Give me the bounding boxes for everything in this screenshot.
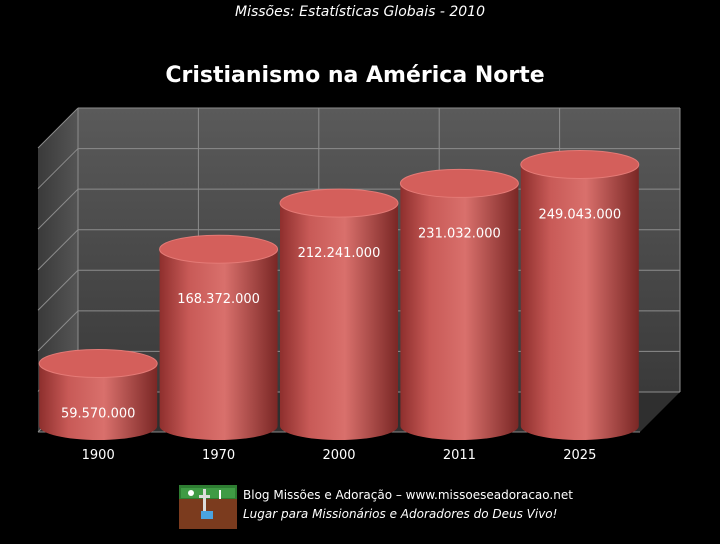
footer-blog-name: Blog Missões e Adoração – www.missoesead…	[243, 488, 573, 502]
chart-title: Cristianismo na América Norte	[165, 63, 544, 88]
bar-top-2011	[399, 168, 519, 198]
grid-line	[37, 269, 79, 311]
bar-top-2025	[520, 150, 640, 180]
grid-line	[37, 188, 79, 230]
x-tick-label-1970: 1970	[202, 448, 235, 463]
footer-tagline: Lugar para Missionários e Adoradores do …	[243, 507, 558, 521]
bar-top-1900	[38, 348, 158, 378]
bar-top-2000	[279, 188, 399, 218]
bar-1970	[159, 249, 278, 441]
grid-line	[37, 107, 79, 149]
bar-2011	[400, 183, 519, 441]
bar-2025	[520, 164, 639, 441]
bar-1900	[39, 363, 158, 441]
value-label-2011: 231.032.000	[418, 226, 501, 241]
x-tick-label-2011: 2011	[443, 448, 476, 463]
value-label-2025: 249.043.000	[538, 208, 621, 223]
bar-top-1970	[159, 234, 279, 264]
blog-logo-icon	[179, 485, 237, 529]
top-caption: Missões: Estatísticas Globais - 2010	[234, 4, 485, 20]
grid-line	[37, 229, 79, 271]
value-label-1970: 168.372.000	[177, 292, 260, 307]
value-label-2000: 212.241.000	[298, 246, 381, 261]
footer: Blog Missões e Adoração – www.missoesead…	[179, 485, 599, 531]
x-tick-label-2025: 2025	[563, 448, 596, 463]
x-tick-label-2000: 2000	[322, 448, 355, 463]
value-label-1900: 59.570.000	[61, 406, 135, 421]
x-tick-label-1900: 1900	[82, 448, 115, 463]
bar-2000	[280, 203, 398, 440]
grid-line	[37, 310, 79, 352]
grid-line	[37, 148, 79, 189]
